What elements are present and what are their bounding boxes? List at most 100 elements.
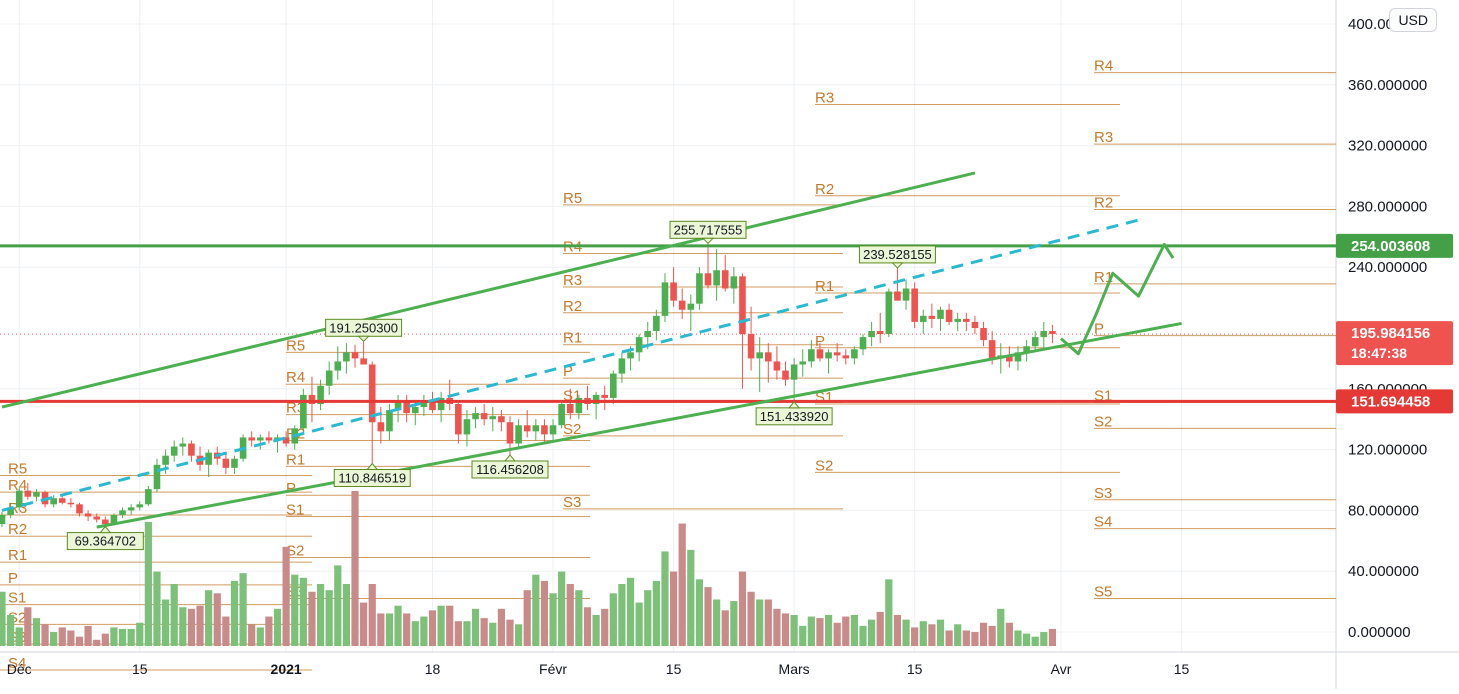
volume-bar bbox=[515, 624, 523, 646]
candle-body bbox=[368, 364, 376, 423]
candle-body bbox=[403, 400, 410, 414]
price-annotation: 151.433920 bbox=[755, 401, 833, 426]
candle-body bbox=[575, 397, 583, 414]
candle-body bbox=[963, 318, 970, 322]
volume-bar bbox=[497, 608, 505, 646]
candle-body bbox=[859, 337, 867, 350]
volume-bar bbox=[928, 624, 936, 646]
time-tick-label: 15 bbox=[1174, 661, 1190, 677]
candle-body bbox=[515, 425, 522, 444]
time-tick-label: 18 bbox=[425, 661, 441, 677]
volume-bar bbox=[1022, 633, 1031, 646]
volume-bar bbox=[764, 599, 772, 646]
annotation-pointer bbox=[366, 462, 379, 471]
pivot-label-r4: R4 bbox=[286, 369, 305, 386]
pivot-label-s3: S3 bbox=[1094, 485, 1112, 502]
volume-bar bbox=[153, 571, 161, 646]
volume-bar bbox=[316, 584, 325, 646]
volume-bar bbox=[299, 577, 307, 646]
volume-bar bbox=[1040, 632, 1048, 646]
pivot-label-r3: R3 bbox=[1094, 129, 1113, 146]
pivot-label-s5: S5 bbox=[1094, 584, 1112, 601]
price-annotation: 110.846519 bbox=[333, 462, 411, 488]
volume-bar bbox=[50, 632, 58, 646]
candle-body bbox=[377, 422, 385, 432]
candle-body bbox=[1023, 346, 1030, 353]
time-tick-label: Févr bbox=[539, 661, 567, 677]
candle-body bbox=[868, 331, 875, 338]
candle-body bbox=[222, 458, 230, 468]
candle-body bbox=[1031, 337, 1039, 347]
pivot-label-r2: R2 bbox=[563, 298, 582, 315]
volume-bar bbox=[936, 619, 945, 646]
channel-line bbox=[96, 321, 1182, 529]
candle-body bbox=[764, 352, 772, 362]
volume-bar bbox=[489, 622, 497, 646]
candle-body bbox=[601, 394, 608, 398]
annotation-label: 255.717555 bbox=[674, 222, 743, 237]
volume-bar bbox=[187, 608, 196, 646]
volume-bar bbox=[558, 571, 566, 646]
price-tick-label: 280.000000 bbox=[1348, 198, 1427, 215]
annotation-pointer bbox=[891, 262, 904, 269]
volume-bar bbox=[256, 627, 264, 646]
volume-bar bbox=[1048, 628, 1057, 646]
candle-body bbox=[549, 425, 557, 435]
volume-bar bbox=[790, 615, 798, 646]
candle-body bbox=[773, 361, 781, 371]
pivot-label-r4: R4 bbox=[8, 477, 27, 494]
volume-bar bbox=[1005, 622, 1013, 646]
volume-bar bbox=[868, 619, 876, 646]
volume-bar bbox=[885, 579, 893, 646]
pivot-label-p: P bbox=[563, 363, 573, 380]
candle-body bbox=[799, 361, 807, 365]
volume-bar bbox=[859, 625, 867, 646]
candlesticks bbox=[0, 242, 1056, 528]
volume-bar bbox=[695, 579, 704, 646]
volume-bar bbox=[876, 611, 884, 646]
volume-bar bbox=[678, 523, 686, 646]
volume-bar bbox=[850, 615, 858, 646]
countdown-text: 18:47:38 bbox=[1351, 345, 1407, 361]
volume-bar bbox=[609, 593, 617, 646]
currency-button[interactable]: USD bbox=[1389, 8, 1437, 32]
pivot-label-s1: S1 bbox=[286, 501, 304, 518]
volume-bar bbox=[807, 616, 815, 646]
trend-line-dashed bbox=[1, 218, 1139, 512]
pivot-label-s4: S4 bbox=[1094, 514, 1112, 531]
candle-body bbox=[730, 276, 738, 289]
candle-body bbox=[833, 352, 841, 356]
volume-bar bbox=[308, 591, 316, 646]
candle-body bbox=[945, 309, 953, 322]
volume-bar bbox=[403, 613, 411, 646]
price-tick-label: 320.000000 bbox=[1348, 138, 1427, 155]
candle-body bbox=[498, 416, 505, 423]
candle-body bbox=[592, 394, 600, 404]
candle-body bbox=[188, 443, 195, 456]
candle-body bbox=[360, 358, 367, 365]
volume-bar bbox=[282, 546, 290, 646]
volume-bar bbox=[919, 621, 927, 646]
volume-bar bbox=[549, 593, 557, 646]
candle-body bbox=[661, 282, 669, 316]
volume-bar bbox=[652, 580, 660, 646]
volume-bar bbox=[575, 590, 583, 646]
candle-body bbox=[386, 410, 393, 432]
pivot-label-r1: R1 bbox=[8, 547, 27, 564]
volume-bar bbox=[592, 615, 600, 646]
volume-bar bbox=[0, 591, 6, 646]
volume-bar bbox=[463, 621, 471, 646]
candle-body bbox=[119, 510, 126, 515]
pivot-label-s1: S1 bbox=[8, 590, 26, 607]
volume-bar bbox=[58, 627, 66, 646]
volume-bar bbox=[420, 616, 428, 646]
candle-body bbox=[704, 273, 712, 286]
volume-bar bbox=[213, 593, 221, 646]
volume-bar bbox=[93, 639, 101, 646]
support-badge-bg bbox=[1336, 389, 1453, 414]
candle-body bbox=[894, 291, 901, 301]
candle-body bbox=[429, 400, 436, 411]
volume-bar bbox=[205, 590, 213, 646]
